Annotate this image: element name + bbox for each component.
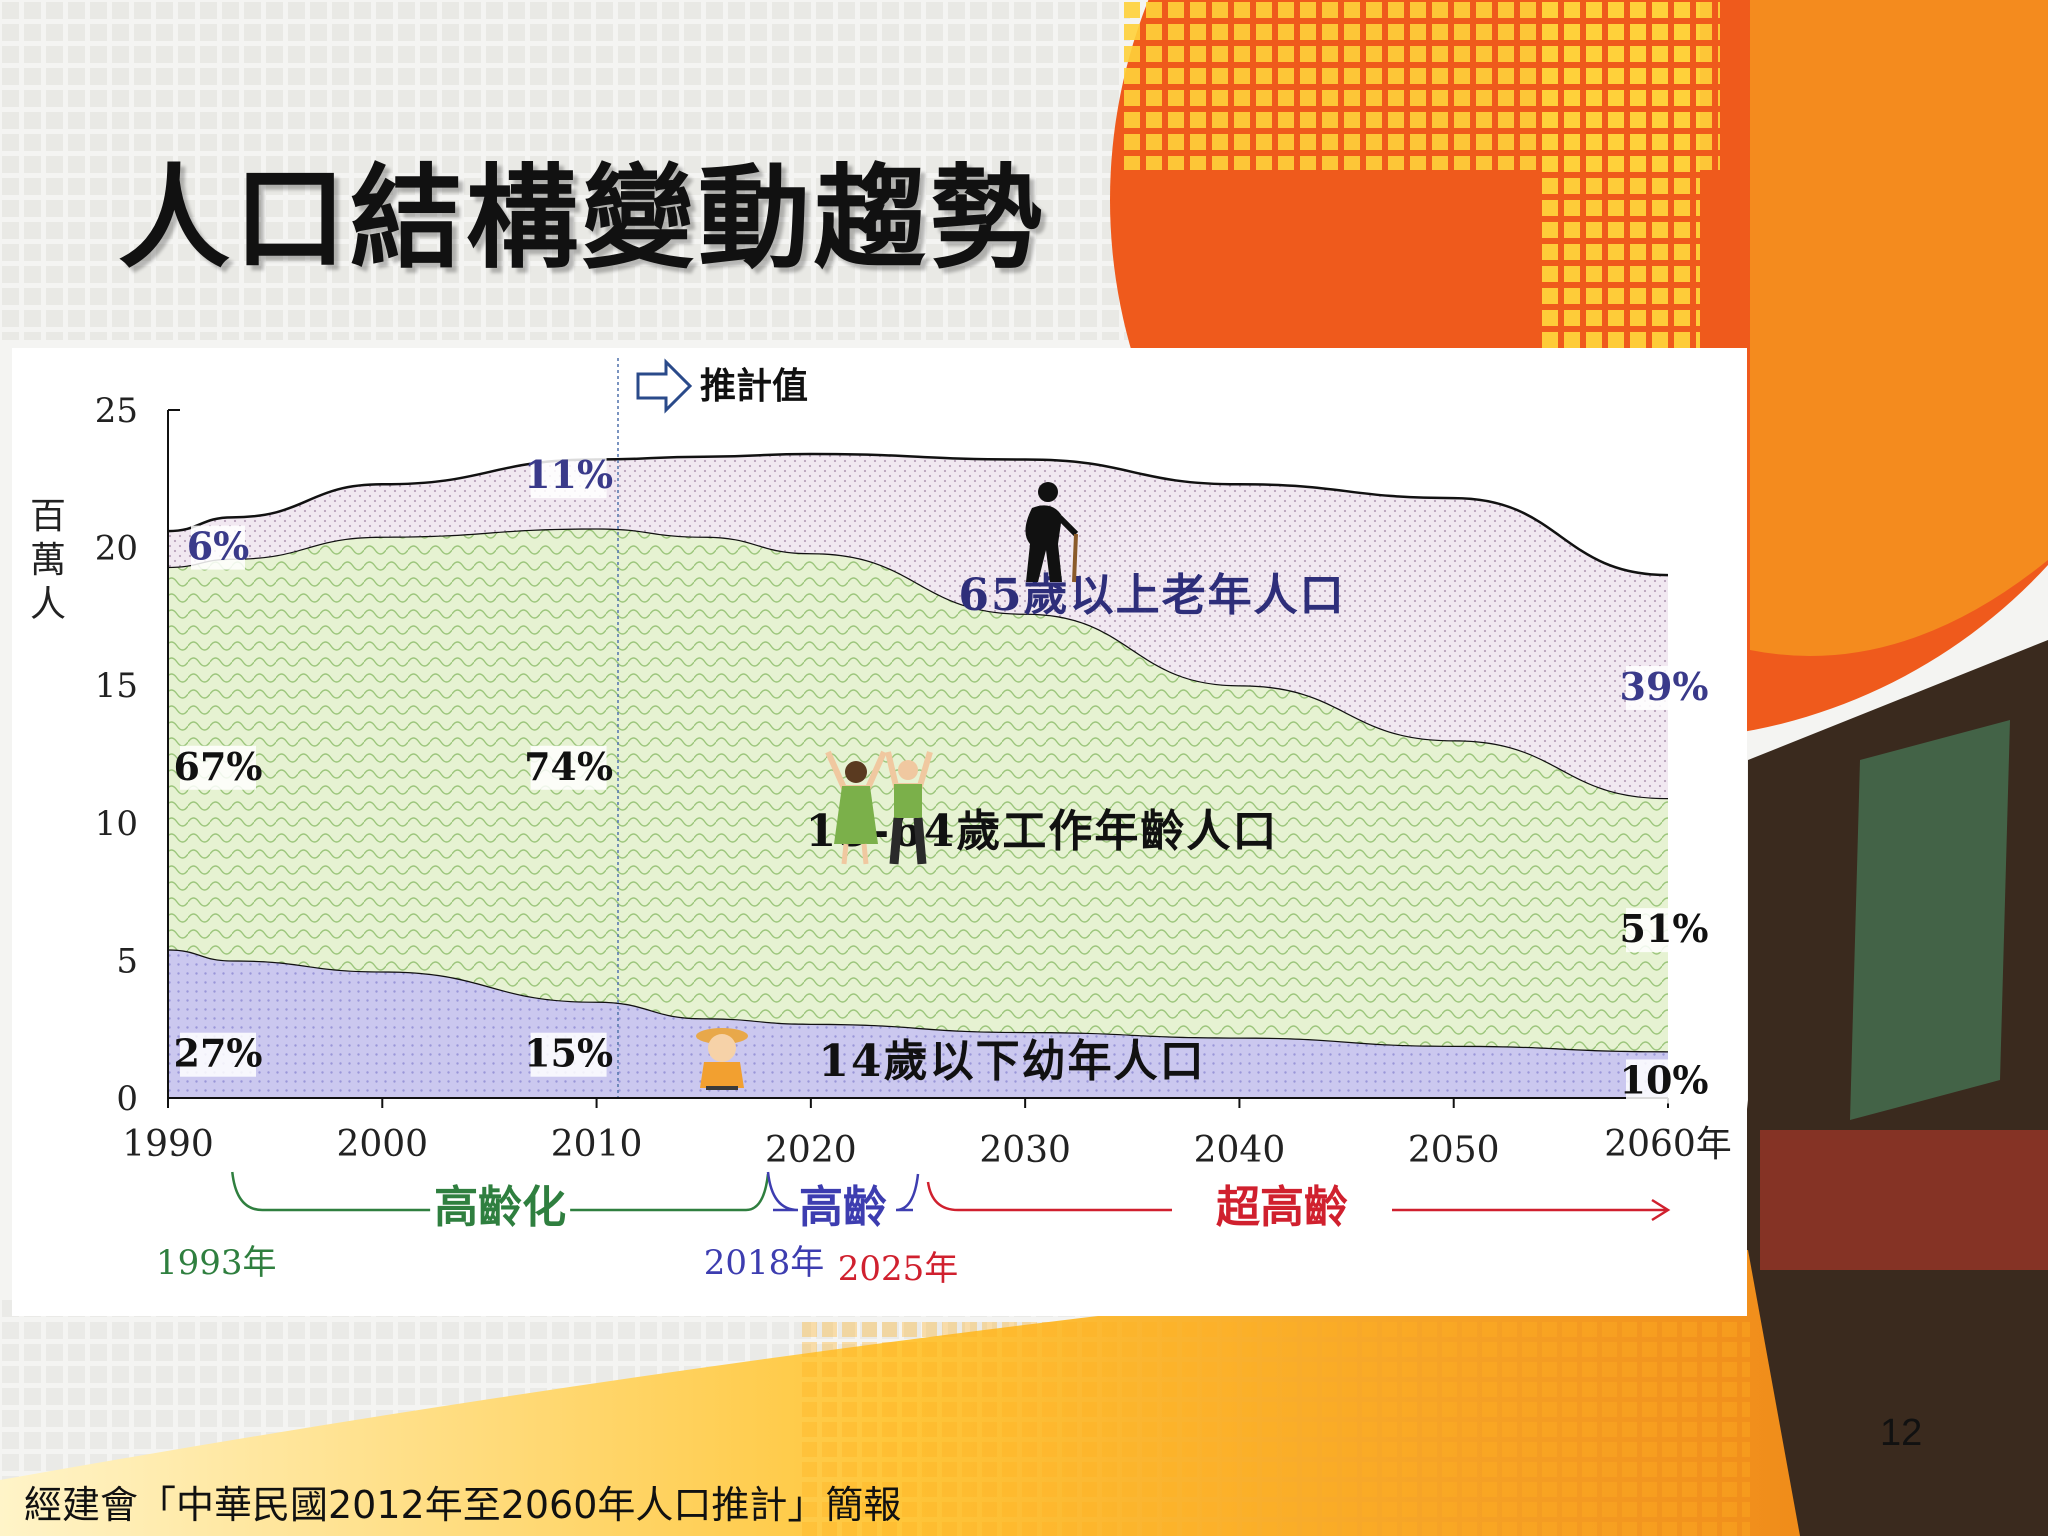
x-tick-label: 2030 <box>979 1130 1071 1171</box>
stage-start-year: 2025年 <box>838 1249 959 1289</box>
x-tick-label: 2010 <box>551 1124 643 1165</box>
percent-label-bg <box>530 745 607 790</box>
percent-label: 11% <box>524 452 613 497</box>
percent-label-bg <box>191 525 245 570</box>
stage-brace <box>231 1171 770 1212</box>
percent-label: 27% <box>174 1031 263 1076</box>
series-name-label: 15-64歲工作年齡人口 <box>806 806 1279 857</box>
stage-start-year: 1993年 <box>156 1243 277 1283</box>
percent-label-bg <box>530 454 607 499</box>
percent-label: 10% <box>1620 1057 1709 1102</box>
y-tick-label: 25 <box>95 391 138 431</box>
y-tick-label: 5 <box>116 941 138 981</box>
stage-label: 高齡化 <box>434 1182 566 1233</box>
percent-label: 67% <box>174 744 263 789</box>
working-age-couple-icon <box>825 750 933 865</box>
y-tick-label: 15 <box>95 666 138 706</box>
slide-title: 人口結構變動趨勢 <box>118 154 1046 284</box>
x-tick-label: 2060年 <box>1604 1124 1732 1165</box>
percent-label-bg <box>530 1032 607 1077</box>
stage-start-year: 2018年 <box>704 1243 825 1283</box>
y-tick-label: 10 <box>95 804 138 844</box>
percent-label-bg <box>1626 665 1702 710</box>
percent-label: 51% <box>1620 906 1709 951</box>
percent-label-bg <box>1626 908 1702 953</box>
child-icon <box>696 1028 748 1090</box>
x-tick-label: 2050 <box>1408 1130 1500 1171</box>
percent-label: 6% <box>187 524 250 569</box>
stage-label: 高齡 <box>799 1182 887 1233</box>
percent-label-bg <box>1626 1059 1702 1104</box>
elderly-area <box>168 454 1668 799</box>
percent-label-bg <box>180 1032 256 1077</box>
elderly-area-boundary-line <box>167 452 1669 577</box>
x-tick-label: 2000 <box>336 1124 428 1165</box>
x-tick-label: 2040 <box>1194 1130 1286 1171</box>
super-aged-arrowhead <box>1651 1198 1671 1222</box>
y-axis-label-char: 萬 <box>30 540 66 581</box>
stage-brace <box>926 1181 1172 1212</box>
percent-label: 39% <box>1620 664 1709 709</box>
percent-label: 15% <box>524 1031 613 1076</box>
x-tick-label: 1990 <box>122 1124 214 1165</box>
page-number: 12 <box>1880 1412 1923 1454</box>
percent-label-bg <box>180 745 256 790</box>
y-axis-label-char: 人 <box>30 584 66 625</box>
series-name-label: 65歲以上老年人口 <box>958 570 1345 621</box>
elderly-person-icon <box>1025 482 1079 583</box>
percent-label: 74% <box>524 744 613 789</box>
stage-brace <box>766 1171 920 1212</box>
y-tick-label: 20 <box>95 529 138 569</box>
x-tick-label: 2020 <box>765 1130 857 1171</box>
stage-label: 超高齡 <box>1216 1182 1348 1233</box>
right-arrow-icon <box>636 358 693 414</box>
y-axis-label-char: 百 <box>30 496 66 537</box>
projection-label: 推計值 <box>700 365 808 407</box>
source-citation: 經建會「中華民國2012年至2060年人口推計」簡報 <box>24 1483 902 1527</box>
y-tick-label: 0 <box>116 1079 138 1119</box>
series-name-label: 14歲以下幼年人口 <box>818 1036 1205 1087</box>
